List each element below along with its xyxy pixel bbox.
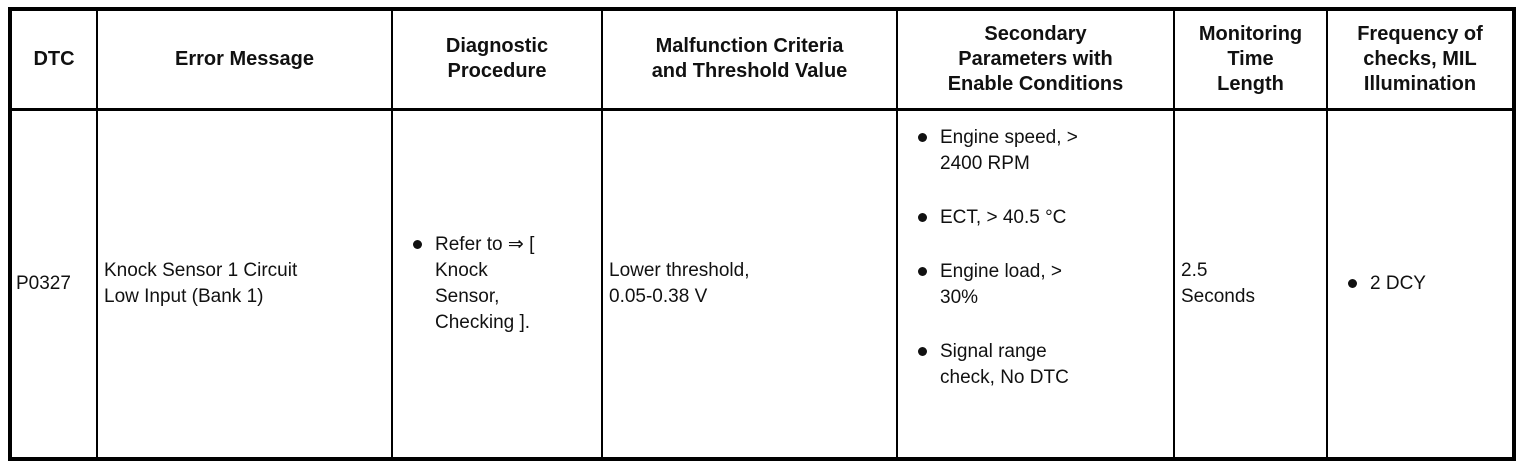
bullet-text: Signal range check, No DTC: [940, 340, 1069, 388]
bullet-icon: [918, 266, 927, 276]
header-error-message: Error Message: [96, 8, 393, 111]
bullet-item: Engine speed, > 2400 RPM: [898, 125, 1173, 177]
bullet-icon: [918, 346, 927, 356]
bullet-icon: [1348, 278, 1357, 288]
cell-secondary-parameters: Engine speed, > 2400 RPM ECT, > 40.5 °C En…: [896, 108, 1175, 460]
header-dtc: DTC: [9, 8, 98, 111]
bullet-item: ECT, > 40.5 °C: [898, 205, 1173, 231]
bullet-item: Refer to ⇒ [ Knock Sensor, Checking ].: [393, 232, 601, 336]
cell-dtc-code: P0327: [9, 108, 98, 460]
bullet-item: Signal range check, No DTC: [898, 339, 1173, 391]
bullet-text: ECT, > 40.5 °C: [940, 206, 1067, 228]
cell-malfunction-criteria: Lower threshold, 0.05-0.38 V: [601, 108, 898, 460]
bullet-icon: [413, 239, 422, 249]
bullet-icon: [918, 212, 927, 222]
secondary-parameters-list: Engine speed, > 2400 RPM ECT, > 40.5 °C En…: [898, 125, 1173, 391]
bullet-text: 2 DCY: [1370, 272, 1426, 294]
header-frequency-of-checks: Frequency of checks, MIL Illumination: [1326, 8, 1515, 111]
bullet-icon: [918, 132, 927, 142]
header-secondary-parameters: Secondary Parameters with Enable Conditi…: [896, 8, 1175, 111]
header-row: DTC Error Message Diagnostic Procedure M…: [9, 8, 1515, 111]
bullet-item: Engine load, > 30%: [898, 259, 1173, 311]
bullet-text: Refer to ⇒ [ Knock Sensor, Checking ].: [435, 233, 535, 333]
cell-error-message: Knock Sensor 1 Circuit Low Input (Bank 1…: [96, 108, 393, 460]
header-malfunction-criteria: Malfunction Criteria and Threshold Value: [601, 8, 898, 111]
header-monitoring-time: Monitoring Time Length: [1173, 8, 1328, 111]
cell-diagnostic-procedure: Refer to ⇒ [ Knock Sensor, Checking ].: [391, 108, 603, 460]
bullet-item: 2 DCY: [1328, 271, 1512, 297]
frequency-of-checks-list: 2 DCY: [1328, 271, 1512, 297]
bullet-text: Engine speed, > 2400 RPM: [940, 126, 1078, 174]
header-diagnostic-procedure: Diagnostic Procedure: [391, 8, 603, 111]
table-row: P0327 Knock Sensor 1 Circuit Low Input (…: [9, 108, 1515, 460]
bullet-text: Engine load, > 30%: [940, 260, 1063, 308]
cell-frequency-of-checks: 2 DCY: [1326, 108, 1515, 460]
cell-monitoring-time: 2.5 Seconds: [1173, 108, 1328, 460]
diagnostic-procedure-list: Refer to ⇒ [ Knock Sensor, Checking ].: [393, 232, 601, 336]
dtc-table: DTC Error Message Diagnostic Procedure M…: [8, 7, 1516, 461]
